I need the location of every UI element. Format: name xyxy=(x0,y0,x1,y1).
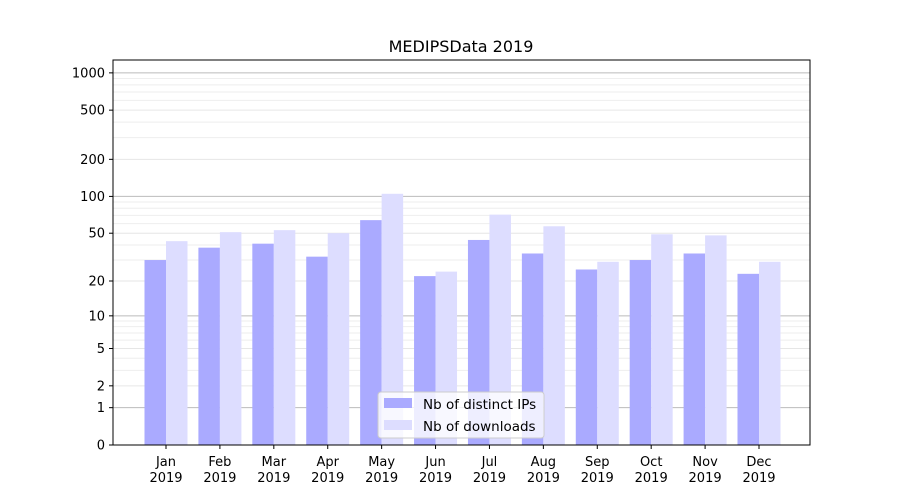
x-tick-label-year: 2019 xyxy=(635,471,668,486)
x-tick-label: Aug xyxy=(531,455,556,470)
x-tick-label: Dec xyxy=(746,455,771,470)
bar-distinct-ips xyxy=(306,256,328,445)
bar-distinct-ips xyxy=(683,253,706,445)
bar-downloads xyxy=(543,226,565,445)
x-tick-label: Jun xyxy=(424,455,445,470)
y-tick-label: 10 xyxy=(88,309,105,324)
x-tick-label-year: 2019 xyxy=(419,471,452,486)
x-tick-label: May xyxy=(368,455,395,470)
bar-downloads xyxy=(381,193,404,445)
bar-downloads xyxy=(651,234,673,445)
plot-frame xyxy=(112,59,811,446)
bar-distinct-ips xyxy=(575,269,598,445)
bar-distinct-ips xyxy=(629,260,652,445)
bar-distinct-ips xyxy=(198,247,220,445)
bar-downloads xyxy=(327,233,350,445)
bar-distinct-ips xyxy=(737,273,759,445)
legend-swatch-downloads xyxy=(384,420,412,430)
x-tick-label: Jul xyxy=(481,455,498,470)
y-tick-label: 0 xyxy=(97,439,105,454)
y-tick-label: 50 xyxy=(88,227,105,242)
x-tick-label-year: 2019 xyxy=(203,471,236,486)
x-axis: Jan2019Feb2019Mar2019Apr2019May2019Jun20… xyxy=(149,445,776,486)
y-tick-label: 1 xyxy=(97,401,105,416)
y-tick-label: 5 xyxy=(97,342,105,357)
bars xyxy=(144,193,781,445)
x-tick-label-year: 2019 xyxy=(527,471,560,486)
y-tick-label: 100 xyxy=(80,190,105,205)
bar-distinct-ips xyxy=(252,243,274,445)
x-tick-label-year: 2019 xyxy=(581,471,614,486)
legend-label-downloads: Nb of downloads xyxy=(423,419,536,435)
legend-label-distinct-ips: Nb of distinct IPs xyxy=(423,397,536,413)
y-tick-label: 1000 xyxy=(72,66,105,81)
y-tick-label: 500 xyxy=(80,104,105,119)
x-tick-label-year: 2019 xyxy=(311,471,344,486)
bar-downloads xyxy=(219,232,242,445)
bar-downloads xyxy=(166,241,188,445)
x-tick-label-year: 2019 xyxy=(365,471,398,486)
x-tick-label: Feb xyxy=(208,455,231,470)
bar-downloads xyxy=(759,261,781,445)
bar-downloads xyxy=(273,230,296,445)
x-tick-label-year: 2019 xyxy=(257,471,290,486)
bar-distinct-ips xyxy=(360,220,382,445)
x-tick-label-year: 2019 xyxy=(473,471,506,486)
chart-title: MEDIPSData 2019 xyxy=(389,37,534,56)
x-tick-label: Sep xyxy=(585,455,610,470)
y-tick-label: 200 xyxy=(80,153,105,168)
x-tick-label-year: 2019 xyxy=(689,471,722,486)
legend-swatch-distinct-ips xyxy=(384,398,412,408)
x-tick-label: Oct xyxy=(640,455,662,470)
y-axis: 0 1 2 5 10 20 50 100 200 500 1000 xyxy=(72,66,113,454)
y-tick-label: 20 xyxy=(88,275,105,290)
x-tick-label: Jan xyxy=(155,455,176,470)
x-tick-label: Nov xyxy=(692,455,718,470)
bar-distinct-ips xyxy=(144,260,166,445)
y-tick-label: 2 xyxy=(97,379,105,394)
x-tick-label-year: 2019 xyxy=(149,471,182,486)
bar-downloads xyxy=(705,235,727,445)
bar-downloads xyxy=(489,214,511,445)
legend-box xyxy=(377,391,545,439)
x-tick-label: Mar xyxy=(262,455,287,470)
x-tick-label-year: 2019 xyxy=(742,471,775,486)
x-tick-label: Apr xyxy=(316,455,339,470)
legend: Nb of distinct IPs Nb of downloads xyxy=(377,391,545,439)
bar-downloads xyxy=(597,261,619,445)
